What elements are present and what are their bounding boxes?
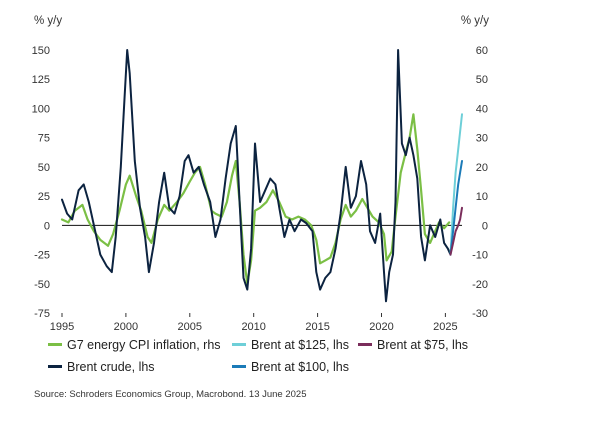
right-tick-label: 0 bbox=[482, 220, 488, 232]
legend-item-g7-cpi: G7 energy CPI inflation, rhs bbox=[48, 338, 221, 352]
series-line-brent-crude-lhs bbox=[61, 49, 452, 303]
x-tick-label: 2005 bbox=[178, 321, 202, 333]
legend-label: Brent at $125, lhs bbox=[251, 338, 349, 352]
legend-item-brent-crude: Brent crude, lhs bbox=[48, 360, 155, 374]
legend-swatch bbox=[232, 343, 246, 347]
source-note: Source: Schroders Economics Group, Macro… bbox=[34, 389, 307, 400]
left-tick-label: -75 bbox=[34, 308, 50, 320]
legend-label: G7 energy CPI inflation, rhs bbox=[67, 338, 221, 352]
right-tick-label: 60 bbox=[476, 45, 488, 57]
right-tick-label: 50 bbox=[476, 74, 488, 86]
series-layer bbox=[60, 49, 463, 303]
right-axis-unit: % y/y bbox=[461, 15, 489, 27]
legend-swatch bbox=[232, 365, 246, 369]
x-tick-label: 2020 bbox=[369, 321, 393, 333]
left-tick-label: 100 bbox=[32, 103, 50, 115]
x-tick-label: 2015 bbox=[305, 321, 329, 333]
x-tick-label: 2000 bbox=[114, 321, 138, 333]
right-tick-label: 40 bbox=[476, 103, 488, 115]
legend-swatch bbox=[48, 343, 62, 347]
left-tick-label: -50 bbox=[34, 279, 50, 291]
legend-item-brent-125: Brent at $125, lhs bbox=[232, 338, 349, 352]
left-tick-label: -25 bbox=[34, 250, 50, 262]
series-line-g7-energy-cpi-inflation-rhs bbox=[60, 113, 451, 285]
legend-swatch bbox=[48, 365, 62, 369]
right-tick-label: 30 bbox=[476, 133, 488, 145]
legend-swatch bbox=[358, 343, 372, 347]
left-tick-label: 125 bbox=[32, 74, 50, 86]
right-axis-ticks: 60 50 40 30 20 10 0 -10 -20 -30 bbox=[472, 45, 488, 320]
x-tick-label: 1995 bbox=[50, 321, 74, 333]
legend-label: Brent at $100, lhs bbox=[251, 360, 349, 374]
legend-item-brent-75: Brent at $75, lhs bbox=[358, 338, 468, 352]
left-axis-ticks: 150 125 100 75 50 25 0 -25 -50 -75 bbox=[32, 45, 50, 320]
legend-label: Brent at $75, lhs bbox=[377, 338, 469, 352]
right-tick-label: -10 bbox=[472, 250, 488, 262]
left-tick-label: 50 bbox=[38, 162, 50, 174]
x-tick-label: 2025 bbox=[433, 321, 457, 333]
left-tick-label: 75 bbox=[38, 133, 50, 145]
left-tick-label: 0 bbox=[44, 220, 50, 232]
series-line-brent-at-100-lhs bbox=[449, 160, 463, 256]
series-line-brent-at-125-lhs bbox=[449, 113, 463, 256]
right-tick-label: 10 bbox=[476, 191, 488, 203]
left-tick-label: 150 bbox=[32, 45, 50, 57]
right-tick-label: -30 bbox=[472, 308, 488, 320]
right-tick-label: -20 bbox=[472, 279, 488, 291]
x-tick-label: 2010 bbox=[241, 321, 265, 333]
legend-label: Brent crude, lhs bbox=[67, 360, 155, 374]
right-tick-label: 20 bbox=[476, 162, 488, 174]
series-line-brent-at-75-lhs bbox=[449, 206, 463, 256]
x-axis-ticks: 1995 2000 2005 2010 2015 2020 2025 bbox=[50, 313, 458, 333]
left-axis-unit: % y/y bbox=[34, 15, 62, 27]
left-tick-label: 25 bbox=[38, 191, 50, 203]
legend-item-brent-100: Brent at $100, lhs bbox=[232, 360, 349, 374]
